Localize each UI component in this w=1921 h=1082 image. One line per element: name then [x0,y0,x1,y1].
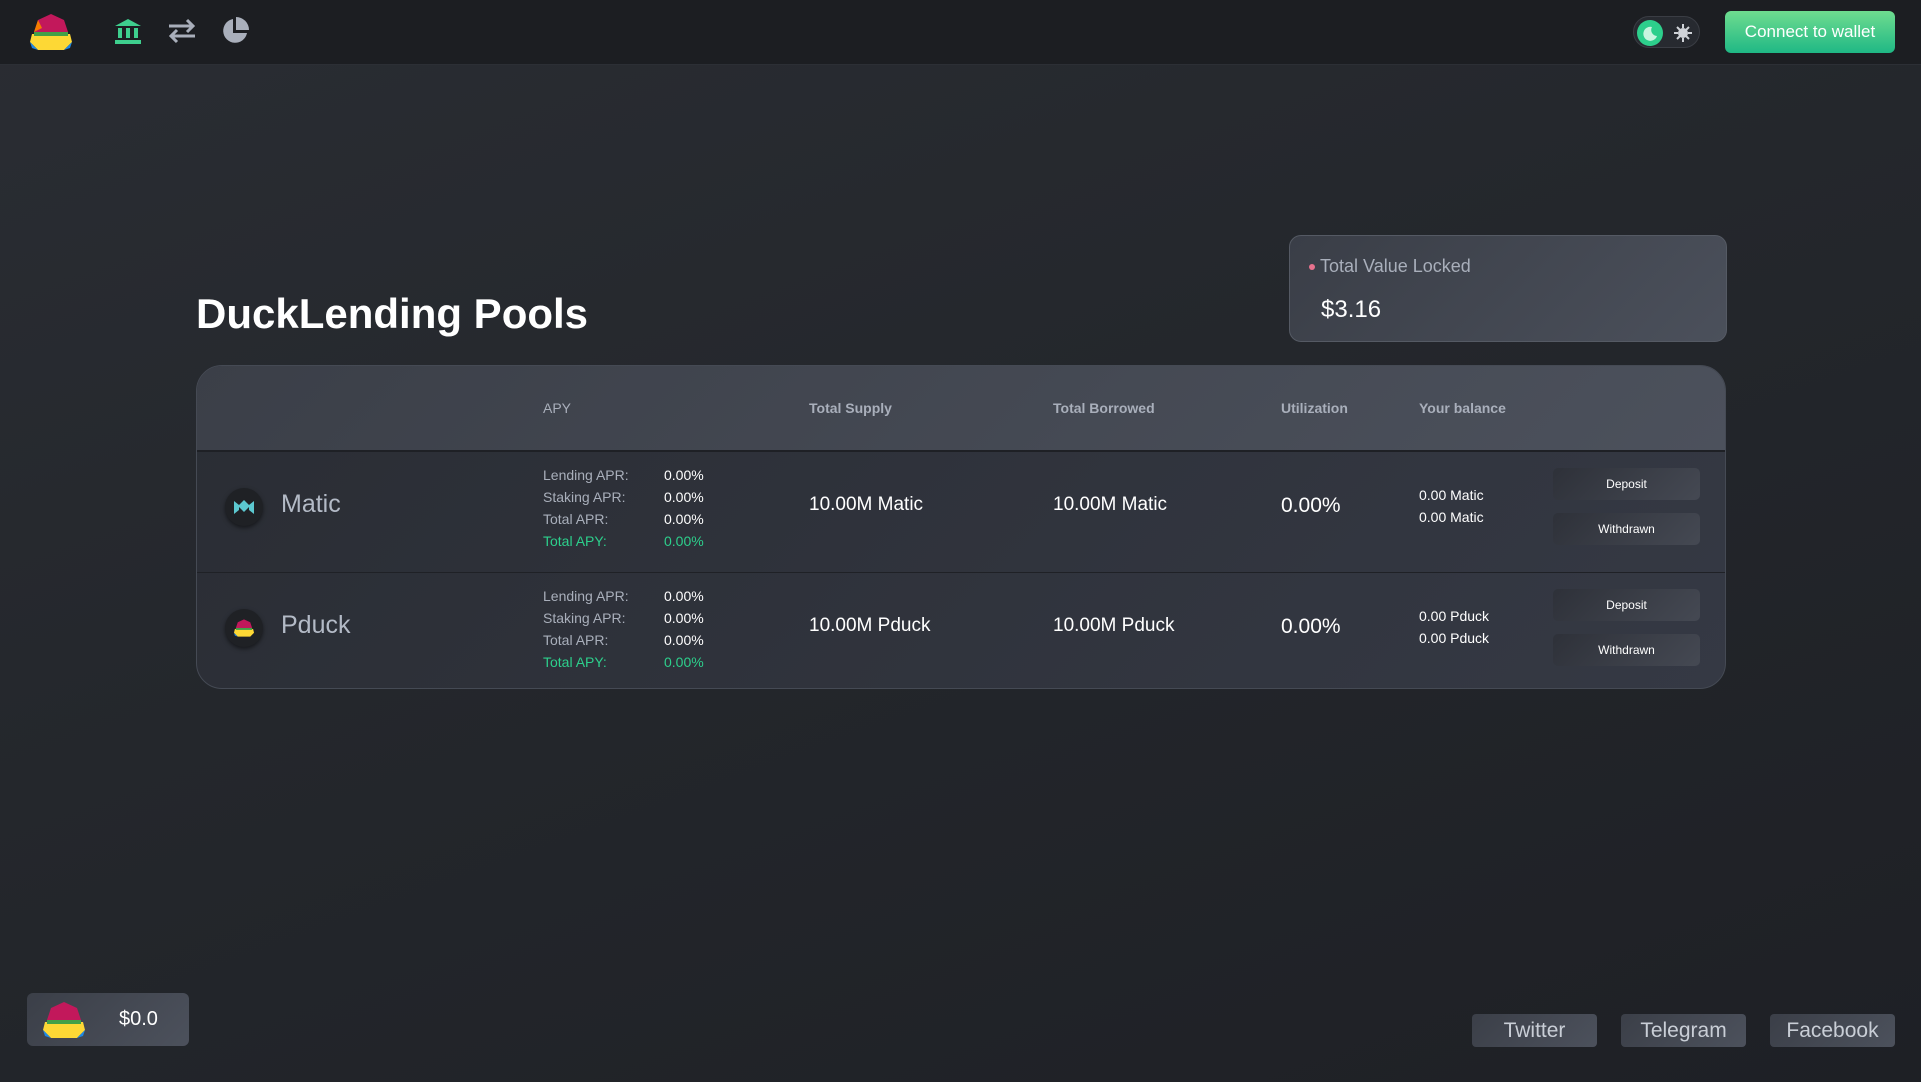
header-total-borrowed: Total Borrowed [1053,400,1155,416]
utilization: 0.00% [1281,615,1341,638]
apy-breakdown: Lending APR: 0.00% Staking APR: 0.00% Tota… [543,585,704,673]
duck-logo[interactable] [27,10,75,54]
duck-logo [41,1000,87,1045]
total-apy-label: Total APY: [543,654,607,670]
pools-table: APY Total Supply Total Borrowed Utilizat… [196,365,1726,689]
total-borrowed: 10.00M Pduck [1053,615,1175,636]
twitter-link[interactable]: Twitter [1472,1014,1597,1047]
table-row: Pduck Lending APR: 0.00% Staking APR: 0.00… [197,572,1725,688]
wallet-balance: $0.0 [119,1008,158,1030]
header-total-supply: Total Supply [809,400,892,416]
total-apr-label: Total APR: [543,511,609,527]
deposit-button[interactable]: Deposit [1553,468,1700,500]
withdraw-button[interactable]: Withdrawn [1553,634,1700,666]
lending-apr-value: 0.00% [664,467,704,483]
total-apy-value: 0.00% [664,654,704,670]
total-supply: 10.00M Matic [809,494,924,515]
balance-line: 0.00 Matic [1419,487,1484,503]
lending-apr-label: Lending APR: [543,467,629,483]
balance-line: 0.00 Pduck [1419,608,1490,624]
total-apy-label: Total APY: [543,533,607,549]
total-supply: 10.00M Pduck [809,615,931,636]
your-balance: 0.00 Matic 0.00 Matic [1419,484,1484,528]
connect-wallet-button[interactable]: Connect to wallet [1725,11,1895,53]
table-row: Matic Lending APR: 0.00% Staking APR: 0.00… [197,452,1725,572]
matic-icon [225,488,263,526]
balance-line: 0.00 Matic [1419,509,1484,525]
top-nav: Connect to wallet [0,0,1921,65]
withdraw-button[interactable]: Withdrawn [1553,513,1700,545]
page-title: DuckLending Pools [196,290,589,337]
staking-apr-value: 0.00% [664,489,704,505]
theme-toggle[interactable] [1633,16,1700,48]
total-borrowed: 10.00M Matic [1053,494,1168,515]
your-balance: 0.00 Pduck 0.00 Pduck [1419,605,1489,649]
total-apr-label: Total APR: [543,632,609,648]
header-utilization: Utilization [1281,400,1348,416]
lending-apr-label: Lending APR: [543,588,629,604]
pool-name: Pduck [281,611,351,639]
total-apy-value: 0.00% [664,533,704,549]
apy-breakdown: Lending APR: 0.00% Staking APR: 0.00% Tota… [543,464,704,552]
total-apr-value: 0.00% [664,632,704,648]
header-apy: APY [543,400,572,416]
utilization: 0.00% [1281,494,1341,517]
pool-name: Matic [281,490,341,518]
staking-apr-label: Staking APR: [543,610,626,626]
wallet-balance-widget[interactable]: $0.0 [27,993,189,1046]
moon-icon [1637,20,1663,46]
pie-chart-icon[interactable] [218,14,252,48]
swap-arrows-icon[interactable] [165,14,199,48]
lending-apr-value: 0.00% [664,588,704,604]
telegram-link[interactable]: Telegram [1621,1014,1746,1047]
deposit-button[interactable]: Deposit [1553,589,1700,621]
tvl-label: Total Value Locked [1320,256,1471,276]
table-header: APY Total Supply Total Borrowed Utilizat… [197,366,1725,452]
tvl-card: Total Value Locked $3.16 [1289,235,1727,342]
total-apr-value: 0.00% [664,511,704,527]
balance-line: 0.00 Pduck [1419,630,1490,646]
tvl-value: $3.16 [1321,296,1382,323]
status-dot [1309,264,1315,270]
facebook-link[interactable]: Facebook [1770,1014,1895,1047]
bank-icon[interactable] [111,14,145,48]
staking-apr-label: Staking APR: [543,489,626,505]
pduck-icon [225,609,263,647]
staking-apr-value: 0.00% [664,610,704,626]
header-your-balance: Your balance [1419,400,1506,416]
sun-icon [1674,24,1692,47]
